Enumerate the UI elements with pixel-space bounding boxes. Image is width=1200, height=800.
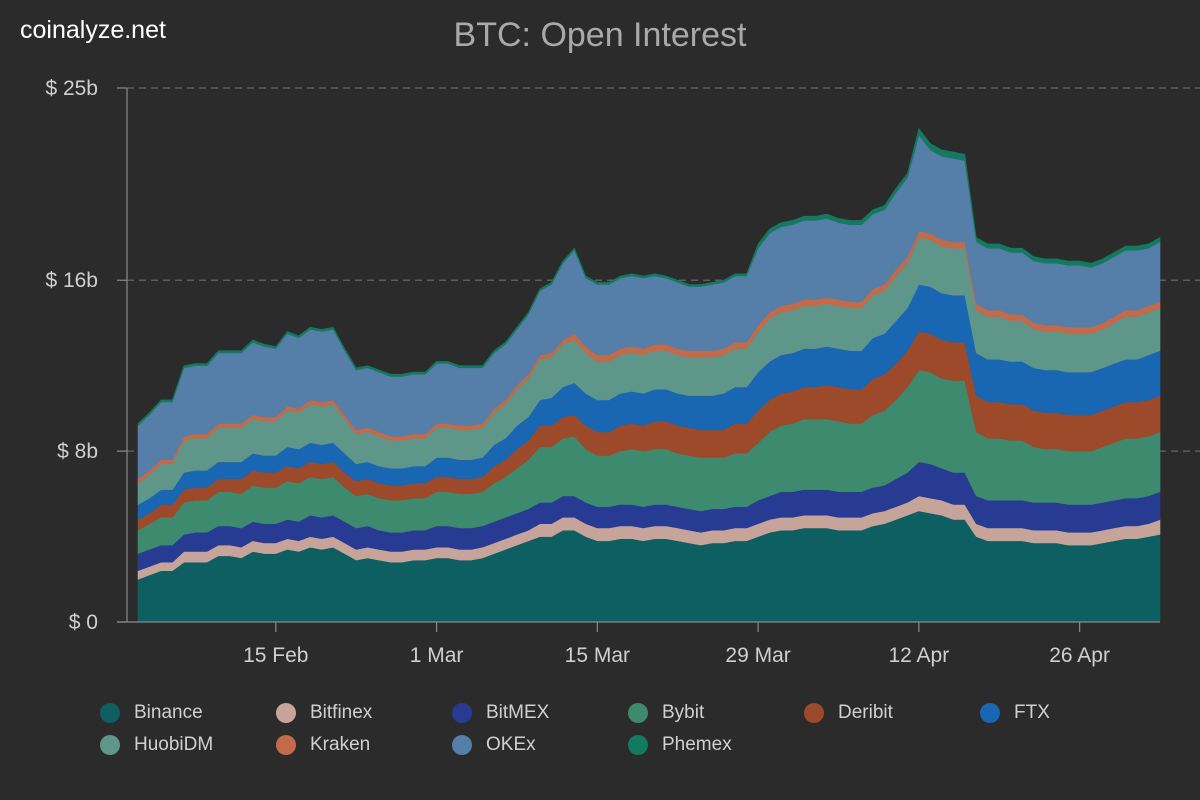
legend-swatch-icon (276, 703, 296, 723)
legend-label: HuobiDM (134, 734, 214, 755)
x-tick-label: 15 Feb (243, 644, 308, 667)
legend-label: OKEx (486, 734, 536, 755)
legend-swatch-icon (452, 735, 472, 755)
legend-item-phemex[interactable]: Phemex (628, 734, 804, 756)
x-tick-label: 29 Mar (725, 644, 790, 667)
open-interest-chart: $ 0 $ 8b $ 16b $ 25b 15 Feb 1 Mar 15 Mar 29 Ma… (45, 77, 1200, 667)
legend-swatch-icon (100, 735, 120, 755)
legend-swatch-icon (628, 735, 648, 755)
legend-label: FTX (1014, 702, 1050, 723)
legend-label: BitMEX (486, 702, 550, 723)
legend-item-binance[interactable]: Binance (100, 702, 276, 724)
legend-item-huobidm[interactable]: HuobiDM (100, 734, 276, 756)
legend-swatch-icon (100, 703, 120, 723)
legend-item-bitfinex[interactable]: Bitfinex (276, 702, 452, 724)
legend-label: Bybit (662, 702, 705, 723)
legend-item-kraken[interactable]: Kraken (276, 734, 452, 756)
area-phemex[interactable] (137, 127, 1161, 427)
legend-label: Kraken (310, 734, 371, 755)
x-tick-label: 15 Mar (565, 644, 630, 667)
legend-swatch-icon (980, 703, 1000, 723)
stacked-areas[interactable] (137, 127, 1161, 623)
x-tick-label: 12 Apr (888, 644, 949, 667)
x-axis-ticks: 15 Feb 1 Mar 15 Mar 29 Mar 12 Apr 26 Apr (243, 622, 1110, 667)
legend-label: Bitfinex (310, 702, 373, 723)
legend-item-deribit[interactable]: Deribit (804, 702, 980, 724)
chart-legend: Binance Bitfinex BitMEX Bybit Deribit FTX Huob… (100, 702, 1160, 756)
chart-title: BTC: Open Interest (453, 16, 747, 54)
axes (117, 88, 1160, 623)
legend-item-bitmex[interactable]: BitMEX (452, 702, 628, 724)
y-tick-label: $ 25b (45, 77, 98, 100)
y-tick-label: $ 8b (57, 440, 98, 463)
y-tick-label: $ 0 (69, 611, 98, 634)
legend-swatch-icon (804, 703, 824, 723)
y-tick-label: $ 16b (45, 269, 98, 292)
legend-label: Deribit (838, 702, 893, 723)
watermark-text: coinalyze.net (20, 16, 166, 44)
legend-swatch-icon (276, 735, 296, 755)
x-tick-label: 26 Apr (1049, 644, 1110, 667)
legend-swatch-icon (628, 703, 648, 723)
legend-swatch-icon (452, 703, 472, 723)
legend-label: Binance (134, 702, 203, 723)
x-tick-label: 1 Mar (410, 644, 464, 667)
legend-label: Phemex (662, 734, 732, 755)
legend-item-okex[interactable]: OKEx (452, 734, 628, 756)
y-axis-ticks: $ 0 $ 8b $ 16b $ 25b (45, 77, 127, 634)
legend-item-bybit[interactable]: Bybit (628, 702, 804, 724)
legend-item-ftx[interactable]: FTX (980, 702, 1156, 724)
